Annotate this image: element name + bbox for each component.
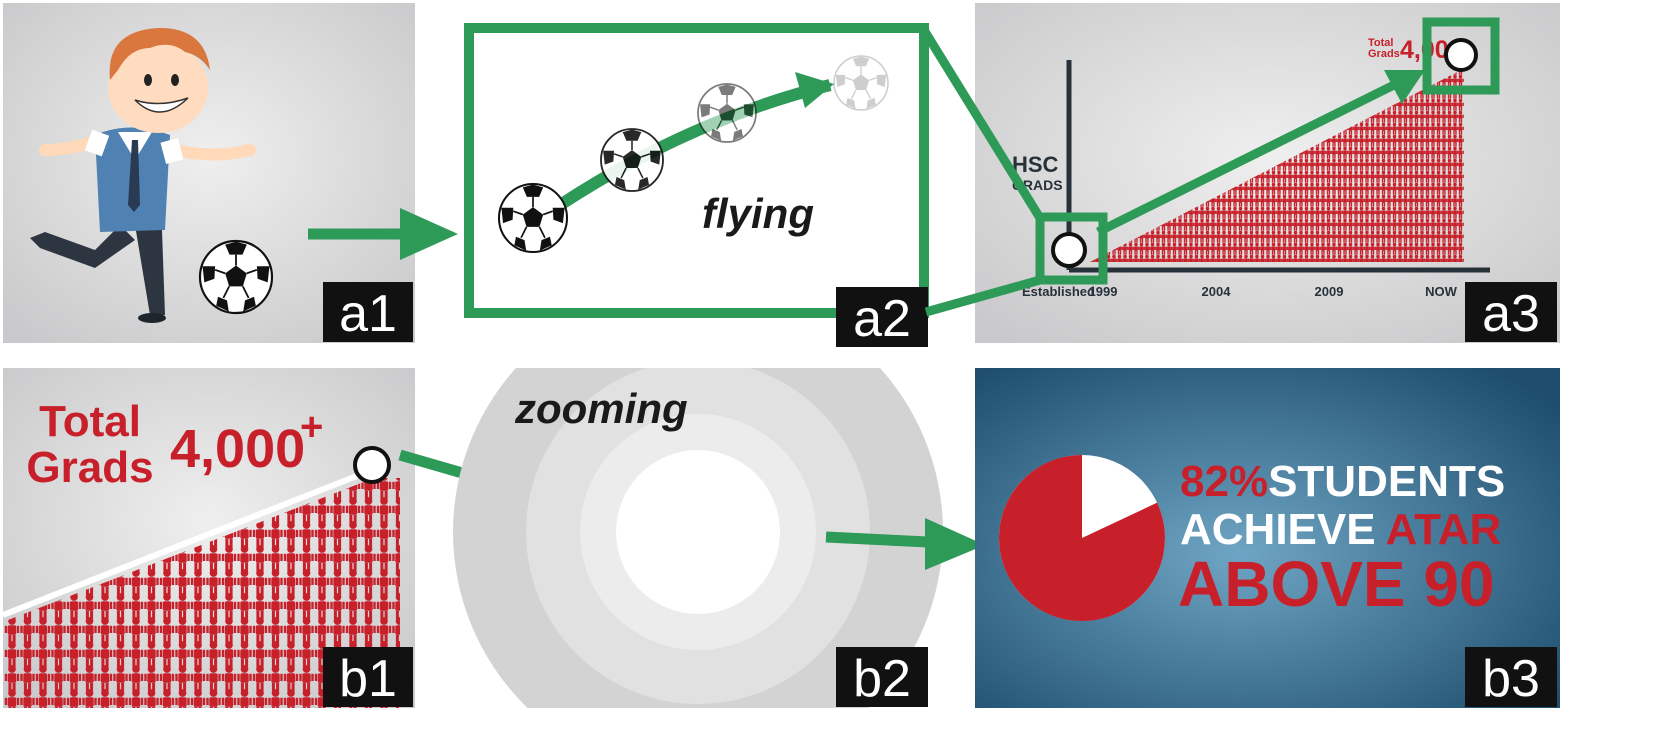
panel-tag-a2: a2 [836,287,928,348]
panel-tag-label: b1 [339,650,397,708]
x-tick-label: 2004 [1202,284,1232,299]
established-label: Established [1022,284,1095,299]
trajectory-arrow [1095,77,1403,237]
soccer-ball-icon [200,241,272,313]
total-value: 4,000 [170,419,305,479]
transition-arrow-b2-b3 [825,531,929,548]
trend-edge [1,467,374,618]
end-point-marker [1444,38,1478,72]
x-tick-label: 2009 [1315,284,1344,299]
headline-line2: ACHIEVE ATAR [1180,505,1501,554]
start-highlight-box [1035,212,1108,285]
students-word: STUDENTS [1268,457,1505,506]
soccer-ball-icon [601,129,663,191]
grads-label: Grads [1368,48,1400,60]
panel-tag-a3: a3 [1465,282,1557,343]
headline-line1: 82%STUDENTS [1180,457,1505,506]
boy-kicking-illustration [30,28,256,323]
panel-b1: Total Grads 4,000 + b1 [1,368,415,708]
panel-tag-b2: b2 [836,647,928,708]
plus-sign: + [300,405,323,449]
panel-tag-label: a3 [1482,285,1540,343]
zoom-rings [453,368,943,708]
pie-slice [999,455,1165,621]
panel-tag-a1: a1 [323,282,413,343]
zoom-connector-bottom [924,275,1042,317]
atar-word: ATAR [1386,505,1502,554]
percentage-pie [999,455,1165,621]
panel-tag-label: b3 [1482,650,1540,708]
panel-tag-b1: b1 [323,647,413,708]
x-tick-label: NOW [1425,284,1458,299]
total-label: Total [39,397,141,446]
panel-tag-label: a2 [853,290,911,348]
end-point-marker [353,446,391,484]
arrow-head [400,208,458,260]
panel-b3: 82%STUDENTS ACHIEVE ATAR ABOVE 90 b3 [975,368,1560,708]
x-tick-label: 1999 [1089,284,1118,299]
panel-tag-label: a1 [339,285,397,343]
panel-tag-b3: b3 [1465,647,1557,708]
headline-line3: ABOVE 90 [1178,548,1495,620]
percent-value: 82% [1180,457,1268,506]
total-label: Total [1368,37,1393,49]
panel-tag-label: b2 [853,650,911,708]
grads-label: Grads [26,443,153,492]
zooming-caption: zooming [514,385,688,432]
panel-a2: flying a2 [464,23,929,348]
zoom-connector-top [920,27,1044,221]
soccer-ball-icon [499,184,567,252]
arrow-head [925,518,985,570]
arrow-head [1384,70,1425,104]
start-point-marker [1051,232,1087,268]
panel-a3: HSC GRADS 1999 2004 2009 NOW Established… [975,3,1560,343]
panel-b2: zooming b2 [453,368,943,708]
end-highlight-box [1422,17,1500,95]
arrow-head [795,72,834,108]
soccer-ball-icon [834,56,888,110]
flying-caption: flying [702,190,814,237]
achieve-word: ACHIEVE [1180,505,1376,554]
soccer-ball-icon [698,84,756,142]
axis-title-hsc: HSC [1012,152,1059,177]
panel-a1: a1 [3,3,415,343]
flight-path-arrow [556,79,832,211]
